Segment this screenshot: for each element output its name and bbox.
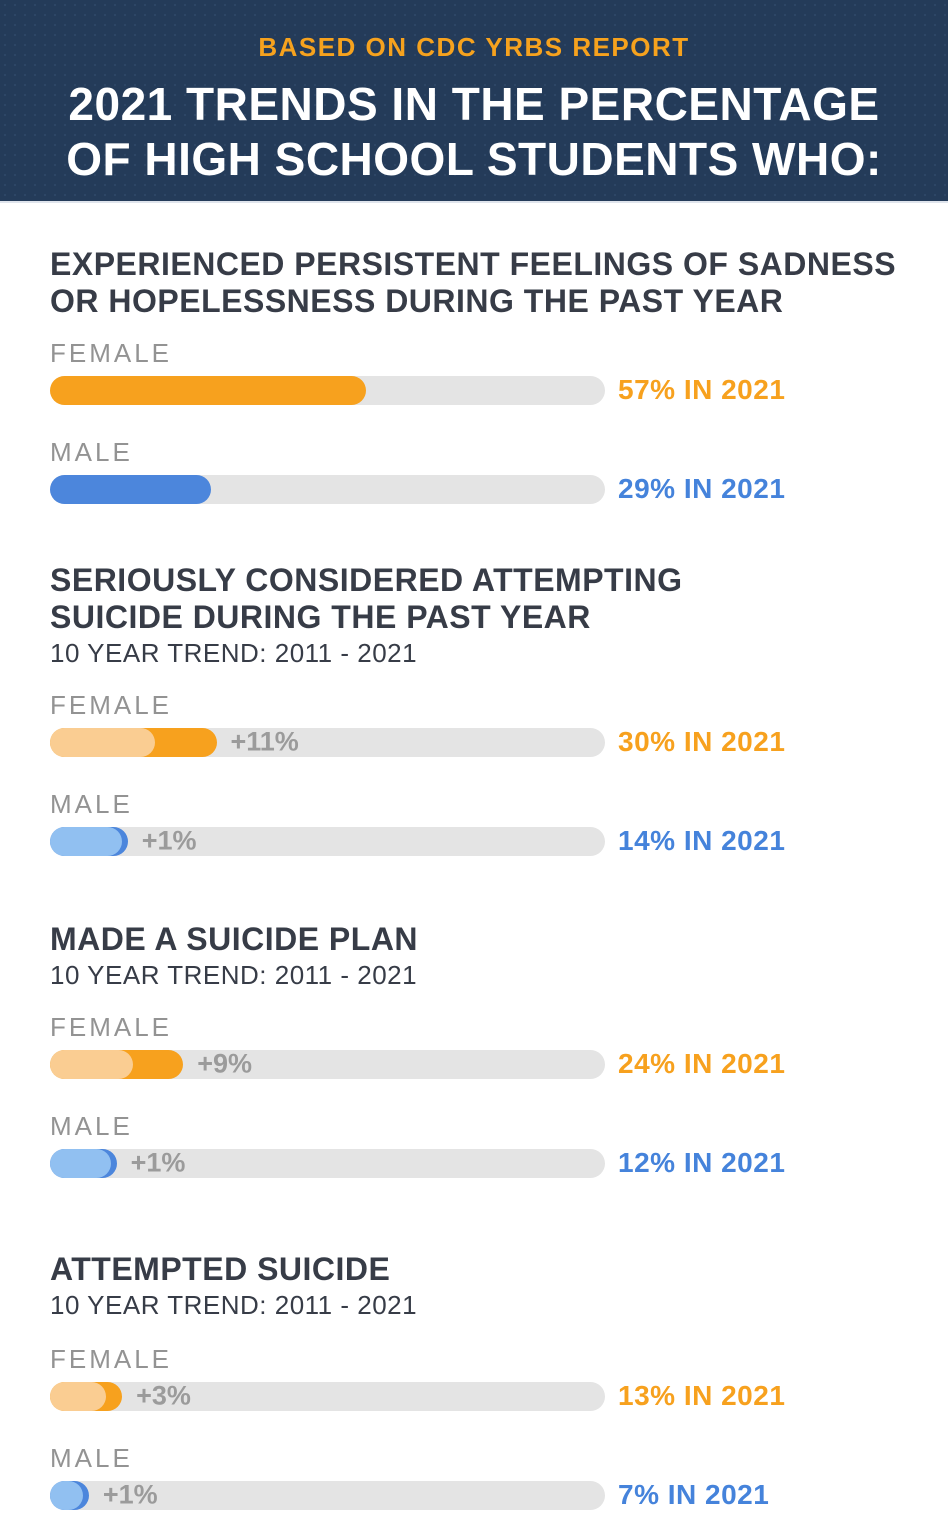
chart-content: EXPERIENCED PERSISTENT FEELINGS OF SADNE…: [0, 246, 948, 1511]
bar-group-male: MALE +1% 7% IN 2021: [50, 1445, 908, 1511]
section-heading-line-1: SERIOUSLY CONSIDERED ATTEMPTING: [50, 562, 683, 598]
section-heading-line-2: SUICIDE DURING THE PAST YEAR: [50, 599, 591, 635]
group-label-female: FEMALE: [50, 690, 173, 720]
bar-track: +11%: [50, 726, 605, 757]
trend-label: 10 YEAR TREND: 2011 - 2021: [50, 638, 418, 668]
value-label: 57% IN 2021: [618, 374, 786, 405]
bar-track: +1%: [50, 1147, 605, 1178]
change-label: +1%: [141, 825, 197, 856]
section-heading-line-1: EXPERIENCED PERSISTENT FEELINGS OF SADNE…: [50, 246, 897, 282]
change-label: +1%: [130, 1147, 186, 1178]
section-heading-line-2: OR HOPELESSNESS DURING THE PAST YEAR: [50, 283, 784, 319]
group-label-female: FEMALE: [50, 1344, 173, 1374]
bar-group-male: MALE 29% IN 2021: [50, 439, 908, 505]
trend-label: 10 YEAR TREND: 2011 - 2021: [50, 960, 418, 990]
value-label: 12% IN 2021: [618, 1147, 786, 1178]
section-heading-line-1: ATTEMPTED SUICIDE: [50, 1251, 391, 1287]
change-label: +3%: [136, 1380, 191, 1411]
section-heading: SERIOUSLY CONSIDERED ATTEMPTING SUICIDE …: [50, 562, 908, 636]
group-label-female: FEMALE: [50, 338, 173, 368]
value-label: 30% IN 2021: [618, 726, 786, 757]
bar-row: +9% 24% IN 2021: [50, 1048, 908, 1080]
bar-row: +1% 12% IN 2021: [50, 1147, 908, 1179]
bar-row: 29% IN 2021: [50, 473, 908, 505]
section-heading: EXPERIENCED PERSISTENT FEELINGS OF SADNE…: [50, 246, 908, 320]
group-label-male: MALE: [50, 1111, 133, 1141]
section-suicide-plan: MADE A SUICIDE PLAN 10 YEAR TREND: 2011 …: [50, 921, 908, 1179]
bar-group-male: MALE +1% 14% IN 2021: [50, 791, 908, 857]
bar-row: +11% 30% IN 2021: [50, 726, 908, 758]
bar-group-female: FEMALE +9% 24% IN 2021: [50, 1014, 908, 1080]
group-label-male: MALE: [50, 789, 133, 819]
value-label: 7% IN 2021: [618, 1479, 770, 1510]
section-considered-suicide: SERIOUSLY CONSIDERED ATTEMPTING SUICIDE …: [50, 562, 908, 857]
bar-fill-2011: [50, 727, 156, 757]
section-heading-line-1: MADE A SUICIDE PLAN: [50, 921, 419, 957]
bar-fill-2021: [50, 474, 211, 504]
section-heading: MADE A SUICIDE PLAN: [50, 921, 908, 958]
change-label: +9%: [197, 1048, 252, 1079]
bar-row: +3% 13% IN 2021: [50, 1380, 908, 1412]
bar-fill-2011: [50, 1148, 112, 1178]
bar-row: +1% 14% IN 2021: [50, 825, 908, 857]
bar-row: +1% 7% IN 2021: [50, 1479, 908, 1511]
group-label-male: MALE: [50, 1443, 133, 1473]
bar-group-female: FEMALE 57% IN 2021: [50, 340, 908, 406]
change-label: +1%: [102, 1479, 158, 1510]
group-label-male: MALE: [50, 437, 133, 467]
bar-fill-2021: [50, 375, 367, 405]
section-sadness-hopelessness: EXPERIENCED PERSISTENT FEELINGS OF SADNE…: [50, 246, 908, 505]
bar-fill-2011: [50, 826, 123, 856]
trend-label: 10 YEAR TREND: 2011 - 2021: [50, 1290, 418, 1320]
source-eyebrow: BASED ON CDC YRBS REPORT: [258, 32, 690, 62]
bar-fill-2011: [50, 1480, 84, 1510]
bar-track: [50, 375, 605, 405]
group-label-female: FEMALE: [50, 1012, 173, 1042]
bar-group-male: MALE +1% 12% IN 2021: [50, 1113, 908, 1179]
bar-track: +3%: [50, 1380, 605, 1411]
change-label: +11%: [230, 726, 299, 757]
bar-track: +1%: [50, 825, 605, 856]
section-heading: ATTEMPTED SUICIDE: [50, 1251, 908, 1288]
page-title-line-1: 2021 TRENDS IN THE PERCENTAGE: [68, 78, 880, 130]
bar-fill-2011: [50, 1381, 106, 1411]
bar-row: 57% IN 2021: [50, 374, 908, 406]
header-banner: BASED ON CDC YRBS REPORT 2021 TRENDS IN …: [0, 0, 948, 203]
value-label: 13% IN 2021: [618, 1380, 786, 1411]
bar-fill-2011: [50, 1049, 134, 1079]
value-label: 29% IN 2021: [618, 473, 786, 504]
bar-track: +9%: [50, 1048, 605, 1079]
bar-group-female: FEMALE +3% 13% IN 2021: [50, 1346, 908, 1412]
section-attempted-suicide: ATTEMPTED SUICIDE 10 YEAR TREND: 2011 - …: [50, 1251, 908, 1511]
value-label: 24% IN 2021: [618, 1048, 786, 1079]
value-label: 14% IN 2021: [618, 825, 786, 856]
page-title: 2021 TRENDS IN THE PERCENTAGE OF HIGH SC…: [0, 77, 948, 187]
page-title-line-2: OF HIGH SCHOOL STUDENTS WHO:: [66, 133, 882, 185]
bar-group-female: FEMALE +11% 30% IN 2021: [50, 692, 908, 758]
bar-track: +1%: [50, 1479, 605, 1510]
bar-track: [50, 474, 605, 504]
